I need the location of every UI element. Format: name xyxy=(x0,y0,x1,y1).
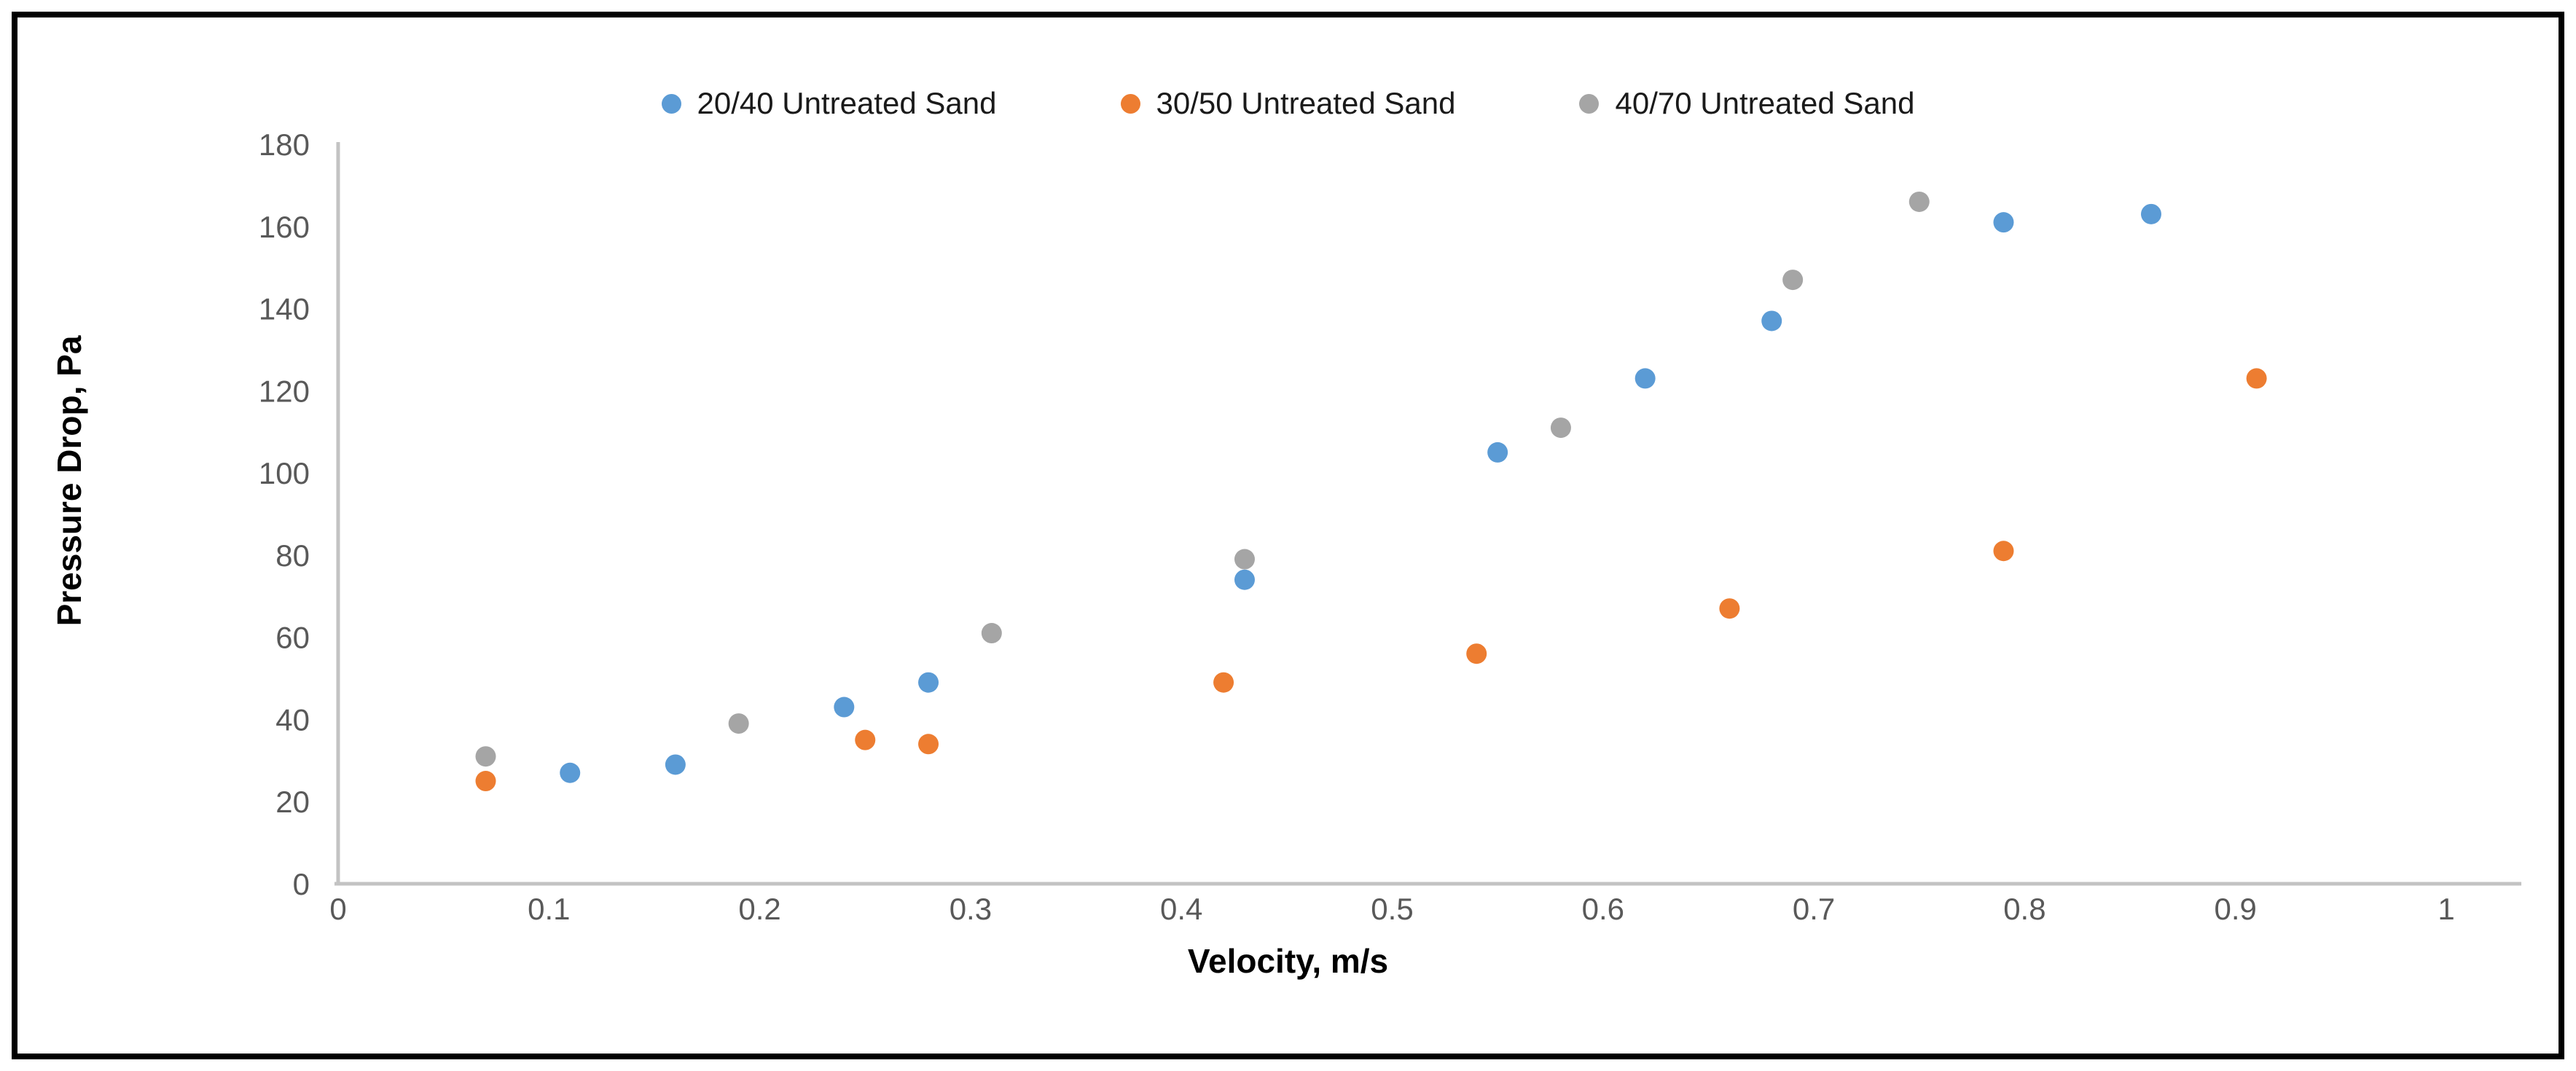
legend-item-2040[interactable]: 20/40 Untreated Sand xyxy=(661,86,997,121)
legend-label: 30/50 Untreated Sand xyxy=(1156,86,1456,120)
data-point-series-2[interactable] xyxy=(981,623,1002,644)
tick-label: 80 xyxy=(275,538,310,573)
tick-label: 0.9 xyxy=(2215,892,2257,926)
tick-label: 0 xyxy=(329,892,346,926)
data-point-series-2[interactable] xyxy=(1908,191,1930,212)
data-point-series-2[interactable] xyxy=(728,713,749,734)
data-point-series-0[interactable] xyxy=(1993,212,2014,233)
tick-label: 1 xyxy=(2438,892,2454,926)
legend-item-3050[interactable]: 30/50 Untreated Sand xyxy=(1120,86,1456,121)
data-point-series-0[interactable] xyxy=(1761,310,1782,332)
data-point-series-0[interactable] xyxy=(918,672,939,693)
data-point-series-1[interactable] xyxy=(1993,541,2014,562)
tick-label: 40 xyxy=(275,702,310,737)
legend-marker-icon xyxy=(1120,93,1140,114)
tick-label: 180 xyxy=(259,128,310,162)
data-point-series-2[interactable] xyxy=(475,746,496,767)
data-point-series-1[interactable] xyxy=(1466,643,1487,664)
legend-label: 40/70 Untreated Sand xyxy=(1615,86,1915,120)
data-point-series-1[interactable] xyxy=(918,734,939,755)
tick-label: 0.6 xyxy=(1582,892,1624,926)
tick-label: 160 xyxy=(259,210,310,244)
legend-item-4070[interactable]: 40/70 Untreated Sand xyxy=(1579,86,1914,121)
data-point-series-0[interactable] xyxy=(834,697,855,718)
y-axis-title: Pressure Drop, Pa xyxy=(50,335,88,627)
tick-label: 0 xyxy=(293,867,310,901)
legend-marker-icon xyxy=(1579,93,1600,114)
legend: 20/40 Untreated Sand 30/50 Untreated San… xyxy=(0,86,2576,121)
data-point-series-1[interactable] xyxy=(1213,672,1234,693)
x-axis-title: Velocity, m/s xyxy=(1187,942,1389,980)
tick-label: 100 xyxy=(259,456,310,490)
data-point-series-0[interactable] xyxy=(2140,203,2161,224)
legend-marker-icon xyxy=(661,93,681,114)
tick-label: 0.1 xyxy=(528,892,570,926)
data-point-series-0[interactable] xyxy=(665,754,686,775)
data-point-series-0[interactable] xyxy=(1635,368,1656,389)
data-point-series-1[interactable] xyxy=(2246,368,2267,389)
data-point-series-1[interactable] xyxy=(855,729,876,750)
data-point-series-1[interactable] xyxy=(475,771,496,792)
tick-label: 0.3 xyxy=(950,892,992,926)
data-point-series-2[interactable] xyxy=(1782,270,1804,291)
tick-label: 0.4 xyxy=(1160,892,1202,926)
tick-label: 60 xyxy=(275,621,310,655)
tick-label: 0.7 xyxy=(1793,892,1835,926)
data-point-series-2[interactable] xyxy=(1234,549,1255,570)
tick-label: 0.8 xyxy=(2003,892,2045,926)
legend-label: 20/40 Untreated Sand xyxy=(697,86,997,120)
tick-label: 0.5 xyxy=(1371,892,1413,926)
tick-label: 120 xyxy=(259,374,310,408)
data-point-series-1[interactable] xyxy=(1719,598,1740,619)
tick-label: 0.2 xyxy=(738,892,780,926)
data-point-series-0[interactable] xyxy=(1487,442,1508,463)
data-point-series-2[interactable] xyxy=(1550,417,1571,439)
data-point-series-0[interactable] xyxy=(560,762,581,783)
data-point-series-0[interactable] xyxy=(1234,569,1255,590)
tick-label: 20 xyxy=(275,785,310,819)
tick-label: 140 xyxy=(259,292,310,326)
